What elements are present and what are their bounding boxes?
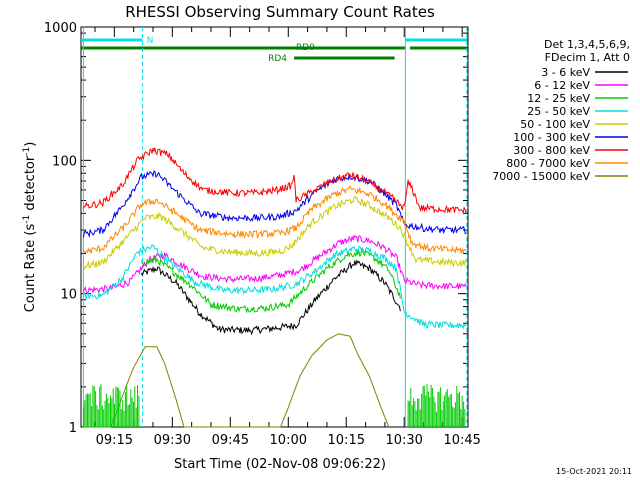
series-lines <box>82 147 467 428</box>
y-tick-label: 10 <box>60 288 77 303</box>
x-tick-label: 10:00 <box>270 433 307 448</box>
x-tick-label: 09:30 <box>154 433 191 448</box>
legend-header-line-2: FDecim 1, Att 0 <box>545 51 630 64</box>
y-axis-label-close: ) <box>23 142 38 147</box>
x-tick-label: 09:15 <box>96 433 133 448</box>
night-flag-label: N <box>147 36 154 46</box>
y-axis-label-sup-2: -1 <box>22 147 32 156</box>
axis-ticks: 1 10 100 1000 09:15 09:30 09:45 10:00 10:15 10:30… <box>44 21 481 448</box>
legend-label: 100 - 300 keV <box>513 131 590 144</box>
flag-bars: N RD0 RD4 <box>81 27 468 427</box>
y-axis-label-main: Count Rate (s <box>23 224 38 313</box>
x-tick-label: 10:15 <box>328 433 365 448</box>
legend-header-line-1: Det 1,3,4,5,6,9, <box>544 38 630 51</box>
y-tick-label: 1000 <box>44 21 77 36</box>
series-line-1 <box>140 259 401 336</box>
legend-label: 50 - 100 keV <box>520 118 590 131</box>
legend-label: 300 - 800 keV <box>513 144 590 157</box>
legend-label: 800 - 7000 keV <box>506 157 590 170</box>
legend-label: 12 - 25 keV <box>527 92 590 105</box>
legend-label: 7000 - 15000 keV <box>492 170 590 183</box>
x-tick-label: 10:45 <box>443 433 480 448</box>
series-line-8 <box>82 184 467 255</box>
series-line-5 <box>82 195 467 271</box>
series-line-4 <box>83 243 467 330</box>
legend-label: 6 - 12 keV <box>534 79 590 92</box>
footer-date: 15-Oct-2021 20:11 <box>556 467 632 476</box>
rd4-flag-label: RD4 <box>268 54 287 64</box>
low-count-burst-left <box>82 384 140 427</box>
legend-label: 3 - 6 keV <box>541 66 590 79</box>
legend-label: 25 - 50 keV <box>527 105 590 118</box>
x-tick-label: 10:30 <box>385 433 422 448</box>
series-line-7 <box>82 147 467 215</box>
x-tick-label: 09:45 <box>212 433 249 448</box>
y-tick-label: 100 <box>52 154 77 169</box>
y-axis-label-mid: detector <box>23 155 38 215</box>
y-axis-label: Count Rate (s-1 detector-1) <box>22 142 38 313</box>
series-line-9 <box>83 333 390 428</box>
series-line-6 <box>82 170 467 238</box>
low-count-burst-right <box>407 384 466 427</box>
y-tick-label: 1 <box>69 421 77 436</box>
x-axis-label: Start Time (02-Nov-08 09:06:22) <box>174 457 386 472</box>
rd0-flag-label: RD0 <box>296 43 315 53</box>
y-axis-label-sup-1: -1 <box>22 215 32 224</box>
chart-title: RHESSI Observing Summary Count Rates <box>125 3 435 21</box>
